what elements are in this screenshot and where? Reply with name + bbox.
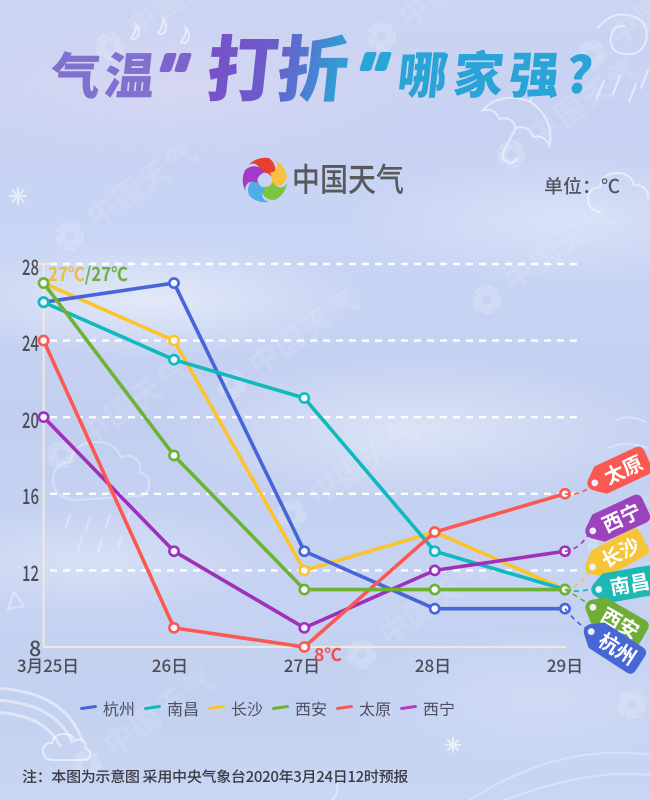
- svg-text:29日: 29日: [547, 652, 583, 677]
- svg-text:28日: 28日: [415, 652, 451, 677]
- svg-text:24: 24: [22, 327, 39, 358]
- svg-text:26日: 26日: [152, 652, 188, 677]
- svg-text:20: 20: [22, 404, 39, 435]
- svg-text:12: 12: [22, 557, 39, 588]
- svg-text:3月25日: 3月25日: [17, 652, 79, 677]
- svg-text:8℃: 8℃: [314, 642, 342, 667]
- svg-text:27日: 27日: [284, 652, 320, 677]
- svg-text:27℃/27℃: 27℃/27℃: [48, 260, 128, 287]
- svg-text:28: 28: [22, 251, 39, 282]
- svg-text:16: 16: [22, 480, 39, 511]
- svg-text:南昌: 南昌: [607, 565, 650, 601]
- svg-text:8: 8: [29, 632, 41, 663]
